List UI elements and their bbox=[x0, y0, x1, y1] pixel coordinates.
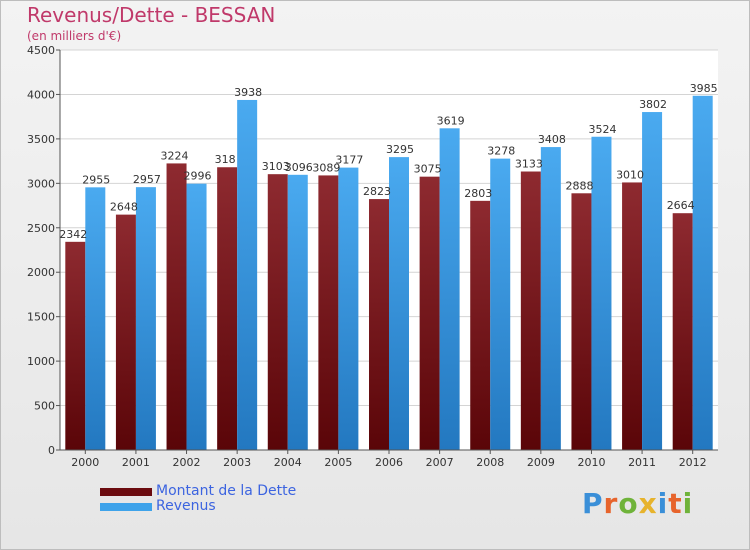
proxiti-logo: Proxiti bbox=[582, 487, 693, 520]
bar-debt bbox=[520, 171, 541, 450]
bar-revenue bbox=[540, 147, 561, 451]
bar-debt bbox=[267, 174, 288, 450]
data-label-debt: 3133 bbox=[515, 158, 543, 171]
bar-debt bbox=[470, 200, 491, 450]
logo-letter: t bbox=[668, 487, 683, 520]
bar-revenue bbox=[490, 158, 511, 450]
data-label-revenue: 3278 bbox=[487, 145, 515, 158]
bar-debt bbox=[571, 193, 592, 451]
data-label-debt: 3103 bbox=[262, 160, 290, 173]
x-tick-label: 2003 bbox=[223, 456, 251, 469]
logo-letter: P bbox=[582, 487, 604, 520]
bar-debt bbox=[115, 214, 136, 450]
data-label-revenue: 2996 bbox=[184, 170, 212, 183]
y-tick-label: 3500 bbox=[27, 133, 55, 146]
x-tick-label: 2006 bbox=[375, 456, 403, 469]
data-label-debt: 2823 bbox=[363, 185, 391, 198]
x-tick-label: 2001 bbox=[122, 456, 150, 469]
bar-revenue bbox=[338, 167, 359, 450]
bar-revenue bbox=[287, 174, 308, 451]
y-tick-label: 500 bbox=[34, 400, 55, 413]
x-tick-label: 2010 bbox=[577, 456, 605, 469]
x-tick-label: 2012 bbox=[679, 456, 707, 469]
logo-letter: o bbox=[618, 487, 639, 520]
x-tick-label: 2009 bbox=[527, 456, 555, 469]
bar-revenue bbox=[692, 95, 713, 451]
bar-revenue bbox=[237, 99, 258, 450]
bar-debt bbox=[318, 175, 339, 450]
logo-letter: i bbox=[657, 487, 669, 520]
logo-letter: i bbox=[682, 487, 694, 520]
data-label-revenue: 3096 bbox=[285, 161, 313, 174]
data-label-debt: 2664 bbox=[667, 199, 695, 212]
data-label-revenue: 3295 bbox=[386, 143, 414, 156]
data-label-revenue: 3524 bbox=[588, 123, 616, 136]
y-tick-label: 2500 bbox=[27, 222, 55, 235]
bar-revenue bbox=[135, 187, 156, 450]
legend-label-revenue: Revenus bbox=[156, 498, 216, 514]
data-label-debt: 2803 bbox=[464, 187, 492, 200]
y-tick-label: 1000 bbox=[27, 355, 55, 368]
y-tick-label: 1500 bbox=[27, 311, 55, 324]
bar-revenue bbox=[591, 136, 612, 450]
data-label-debt: 3224 bbox=[161, 149, 189, 162]
bar-debt bbox=[369, 199, 389, 450]
x-tick-label: 2011 bbox=[628, 456, 656, 469]
data-label-debt: 318 bbox=[215, 153, 236, 166]
chart-title: Revenus/Dette - BESSAN bbox=[27, 3, 276, 27]
y-tick-label: 3000 bbox=[27, 177, 55, 190]
x-tick-label: 2008 bbox=[476, 456, 504, 469]
bar-debt bbox=[672, 213, 693, 450]
x-tick-label: 2000 bbox=[71, 456, 99, 469]
data-label-debt: 2648 bbox=[110, 201, 138, 214]
bar-revenue bbox=[389, 157, 409, 450]
data-label-debt: 2888 bbox=[565, 179, 593, 192]
x-tick-label: 2007 bbox=[426, 456, 454, 469]
data-label-revenue: 3177 bbox=[335, 154, 363, 167]
data-label-revenue: 3938 bbox=[234, 86, 262, 99]
data-label-revenue: 3985 bbox=[690, 82, 718, 95]
legend-swatch-revenue bbox=[100, 503, 152, 511]
bar-revenue bbox=[186, 183, 207, 450]
legend-swatch-debt bbox=[100, 488, 152, 496]
logo-letter: r bbox=[603, 487, 619, 520]
data-label-debt: 3010 bbox=[616, 168, 644, 181]
data-label-revenue: 3802 bbox=[639, 98, 667, 111]
legend-label-debt: Montant de la Dette bbox=[156, 483, 297, 499]
bar-revenue bbox=[439, 128, 460, 451]
data-label-revenue: 3619 bbox=[437, 114, 465, 127]
y-tick-label: 4500 bbox=[27, 44, 55, 57]
bar-debt bbox=[166, 163, 187, 450]
x-tick-label: 2002 bbox=[173, 456, 201, 469]
y-tick-label: 0 bbox=[48, 444, 55, 457]
data-label-debt: 2342 bbox=[59, 228, 87, 241]
bar-debt bbox=[65, 241, 86, 450]
y-tick-label: 4000 bbox=[27, 88, 55, 101]
bar-revenue bbox=[642, 112, 663, 451]
logo-letter: x bbox=[638, 487, 658, 520]
bar-revenue bbox=[85, 187, 106, 451]
data-label-debt: 3075 bbox=[414, 163, 442, 176]
data-label-revenue: 3408 bbox=[538, 133, 566, 146]
chart-subtitle: (en milliers d'€) bbox=[27, 29, 122, 43]
bar-debt bbox=[622, 182, 643, 450]
x-tick-label: 2005 bbox=[324, 456, 352, 469]
data-label-revenue: 2955 bbox=[82, 173, 110, 186]
x-tick-label: 2004 bbox=[274, 456, 302, 469]
bar-debt bbox=[217, 167, 238, 450]
y-tick-label: 2000 bbox=[27, 266, 55, 279]
data-label-debt: 3089 bbox=[312, 161, 340, 174]
data-label-revenue: 2957 bbox=[133, 173, 161, 186]
bar-debt bbox=[419, 176, 440, 450]
